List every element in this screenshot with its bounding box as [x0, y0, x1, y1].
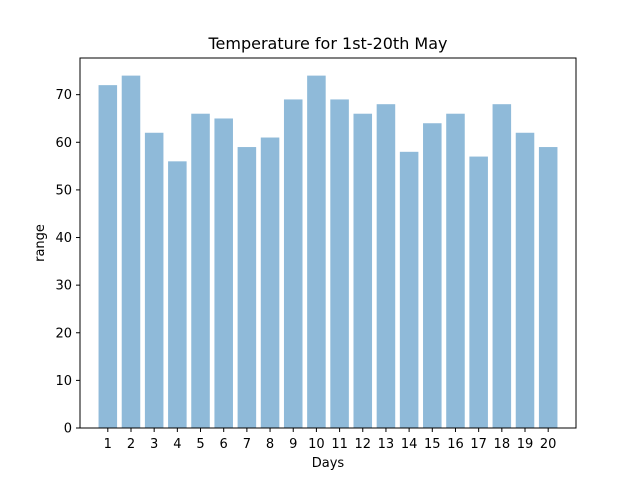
x-tick-label: 7 [243, 437, 251, 452]
x-axis-label: Days [312, 456, 345, 471]
bar-day-18 [492, 104, 512, 428]
x-axis: 1 2 3 4 5 6 7 8 9 10 11 12 13 14 15 16 17 18 19 20 [104, 428, 557, 452]
bar-day-12 [353, 113, 373, 428]
x-tick-label: 13 [378, 437, 395, 452]
y-tick-label: 70 [55, 88, 72, 103]
x-tick-label: 8 [266, 437, 274, 452]
plot-frame [79, 57, 577, 429]
bar-day-1 [98, 85, 118, 429]
x-tick-label: 15 [424, 437, 441, 452]
x-tick-label: 5 [196, 437, 204, 452]
bar-day-17 [469, 156, 488, 429]
x-tick-label: 17 [470, 437, 487, 452]
y-axis-label: range [33, 224, 48, 262]
y-tick-label: 50 [55, 183, 72, 198]
bar-day-8 [260, 137, 280, 428]
y-tick-label: 10 [55, 374, 72, 389]
chart-title: Temperature for 1st-20th May [207, 34, 447, 53]
bar-day-9 [283, 99, 303, 428]
bar-day-6 [214, 118, 233, 428]
bar-day-11 [330, 99, 349, 428]
bar-day-20 [538, 147, 558, 429]
x-tick-label: 9 [289, 437, 297, 452]
bar-day-5 [191, 113, 210, 428]
x-tick-label: 6 [220, 437, 228, 452]
x-tick-label: 3 [150, 437, 158, 452]
x-tick-label: 11 [331, 437, 348, 452]
bar-day-14 [399, 151, 419, 429]
bar-day-7 [237, 147, 257, 429]
bars [98, 75, 558, 429]
x-tick-label: 1 [104, 437, 112, 452]
x-tick-label: 20 [540, 437, 557, 452]
y-tick-label: 40 [55, 231, 72, 246]
y-axis: 0 10 20 30 40 50 60 70 [55, 88, 80, 437]
bar-day-16 [446, 113, 465, 428]
x-tick-label: 18 [494, 437, 511, 452]
x-tick-label: 12 [354, 437, 371, 452]
bar-day-19 [515, 132, 535, 428]
x-tick-label: 16 [447, 437, 464, 452]
bar-day-2 [121, 75, 141, 428]
x-tick-label: 14 [401, 437, 418, 452]
y-tick-label: 30 [55, 279, 72, 294]
x-tick-label: 4 [173, 437, 181, 452]
y-tick-label: 60 [55, 136, 72, 151]
bar-day-10 [307, 75, 326, 428]
bar-day-3 [144, 132, 164, 428]
x-tick-label: 2 [127, 437, 135, 452]
bar-day-15 [423, 123, 442, 428]
bar-day-13 [376, 104, 396, 428]
y-tick-label: 0 [64, 422, 72, 437]
y-tick-label: 20 [55, 326, 72, 341]
x-tick-label: 10 [308, 437, 325, 452]
bar-day-4 [168, 161, 187, 429]
x-tick-label: 19 [517, 437, 534, 452]
